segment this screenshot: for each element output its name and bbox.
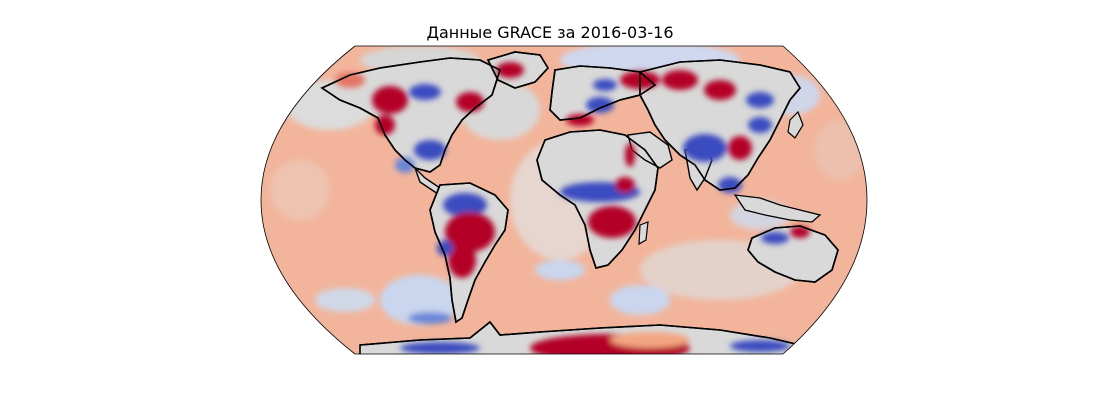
southeast-asia [733, 194, 822, 223]
map-boundary [260, 45, 868, 355]
land-anomalies [335, 62, 810, 354]
japan [787, 110, 804, 139]
map-title: Данные GRACE за 2016-03-16 [426, 23, 674, 42]
madagascar [638, 221, 649, 246]
map-field [261, 46, 867, 354]
coastlines [320, 51, 839, 346]
